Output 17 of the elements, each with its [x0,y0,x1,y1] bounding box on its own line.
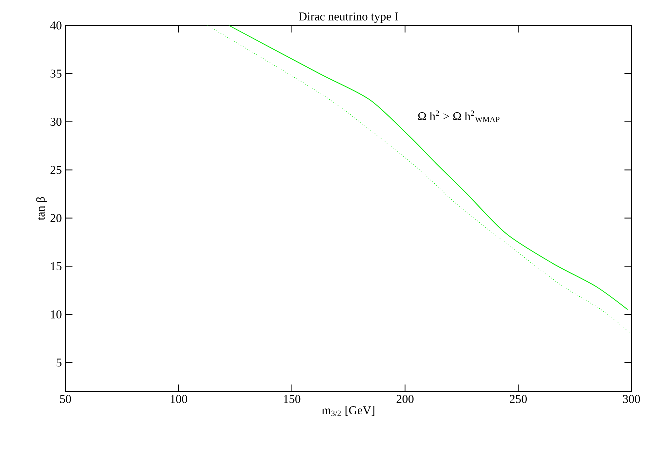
x-tick-label: 50 [60,395,72,404]
chart-title: Dirac neutrino type I [299,12,398,24]
y-tick-label: 15 [51,262,62,270]
x-tick-label: 250 [510,395,528,404]
y-tick-label: 10 [51,310,62,319]
y-tick-label: 30 [50,118,62,126]
y-tick-label: 35 [50,70,62,78]
y-tick-label: 40 [50,22,62,30]
x-tick-label: 300 [623,395,640,404]
y-tick-label: 25 [50,166,62,174]
x-tick-label: 100 [170,395,188,404]
x-tick-label: 200 [396,395,414,404]
x-tick-label: 150 [284,395,301,404]
y-axis-title: tan β [36,197,48,220]
y-tick-label: 20 [50,214,62,222]
x-axis-title: m$_{3/2}$ [GeV] [322,406,375,416]
y-tick-label: 5 [56,358,62,367]
